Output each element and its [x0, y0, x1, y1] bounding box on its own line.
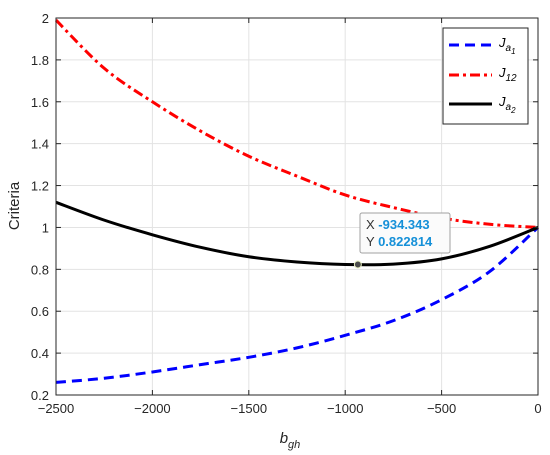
x-tick-label: −2000 [134, 401, 171, 416]
x-axis-label: bgh [280, 430, 301, 451]
x-tick-label: −1000 [327, 401, 364, 416]
y-tick-label: 1.8 [31, 53, 49, 68]
y-tick-label: 1.2 [31, 179, 49, 194]
x-tick-label: −500 [427, 401, 456, 416]
y-tick-label: 0.4 [31, 346, 49, 361]
data-tip-box [359, 212, 451, 254]
x-axis-ticks: −2500 −2000 −1500 −1000 −500 0 [38, 18, 542, 416]
y-axis-label: Criteria [6, 181, 23, 230]
legend-label-2: J12 [498, 65, 517, 84]
data-tip-marker [353, 260, 362, 269]
y-tick-label: 2 [42, 11, 49, 26]
legend-label-1: Ja1 [498, 35, 516, 56]
plot-frame [55, 17, 539, 396]
series-lines [54, 19, 540, 384]
series-line-2 [54, 19, 539, 229]
series-line-1 [55, 226, 540, 384]
y-tick-label: 0.6 [31, 304, 49, 319]
x-tick-label: −1500 [231, 401, 268, 416]
data-tip-x: X -934.343 [366, 217, 430, 232]
x-tick-label: −2500 [38, 401, 75, 416]
data-tip[interactable]: X -934.343 Y 0.822814 [353, 212, 451, 269]
x-tick-label: 0 [534, 401, 541, 416]
y-tick-label: 0.2 [31, 388, 49, 403]
series-line-3 [55, 200, 539, 267]
y-tick-label: 0.8 [31, 262, 49, 277]
y-tick-label: 1.6 [31, 95, 49, 110]
grid-lines [55, 17, 539, 396]
legend: Ja1 J12 Ja2 [442, 27, 529, 125]
y-tick-label: 1.4 [31, 137, 49, 152]
y-axis-ticks: 0.2 0.4 0.6 0.8 1 1.2 1.4 1.6 1.8 2 [31, 11, 538, 403]
legend-label-3: Ja2 [498, 94, 516, 115]
y-tick-label: 1 [42, 220, 49, 235]
data-tip-y: Y 0.822814 [366, 234, 433, 249]
